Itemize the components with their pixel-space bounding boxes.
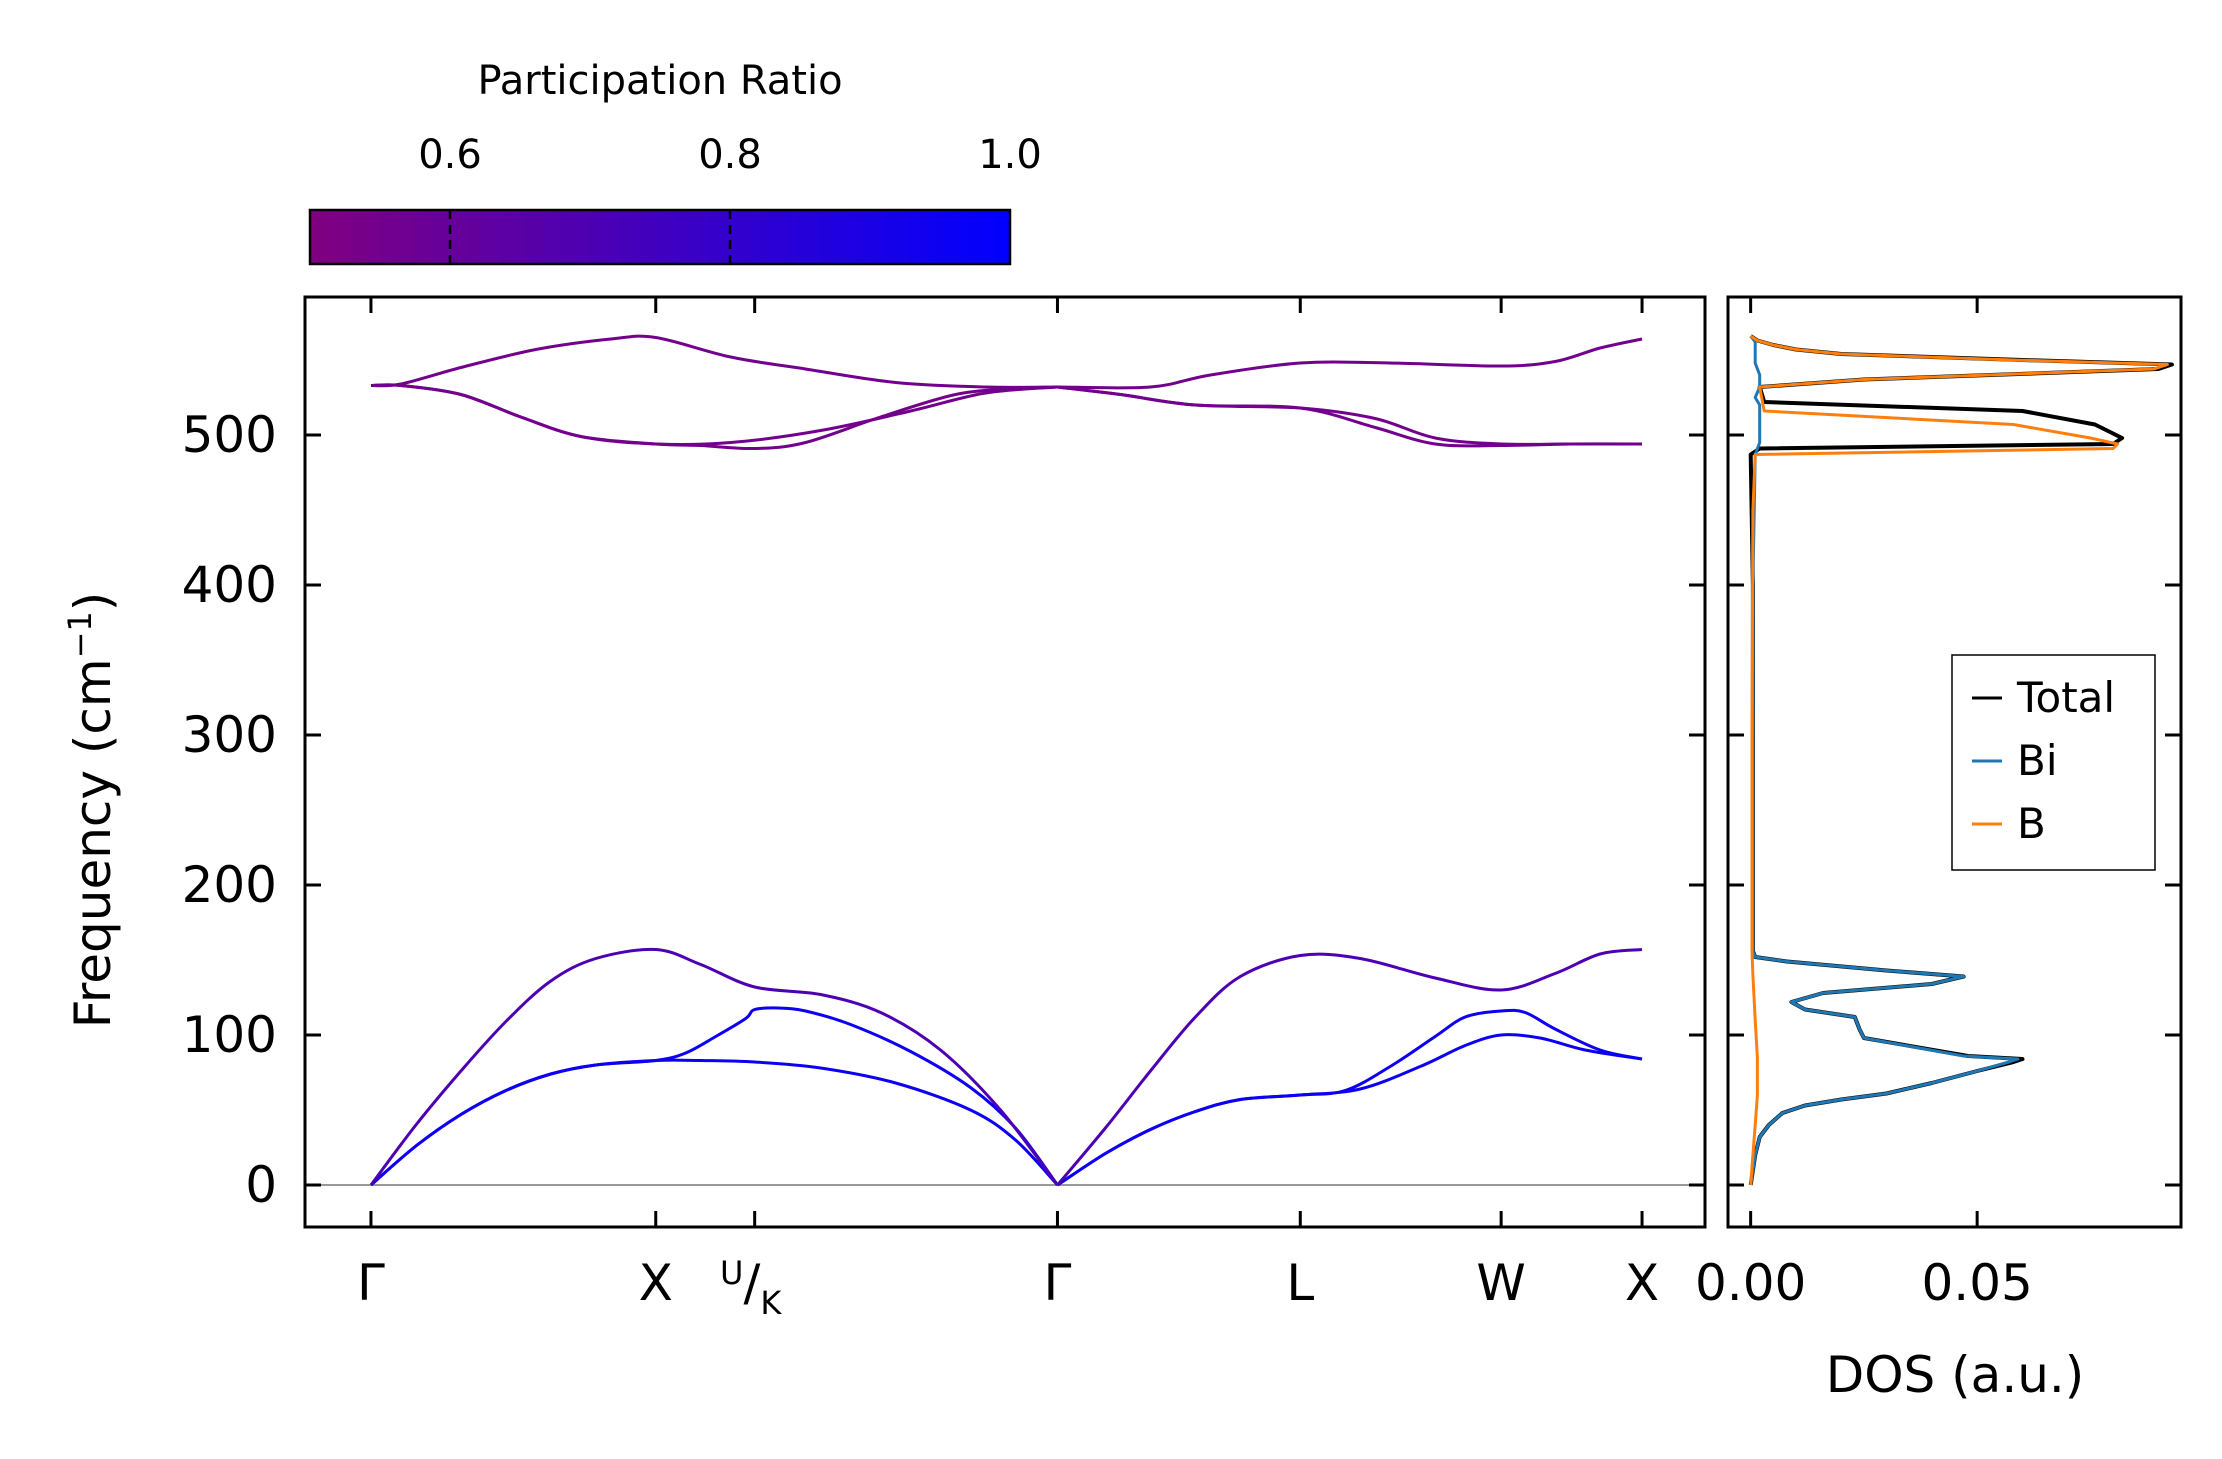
colorbar-title: Participation Ratio (477, 58, 842, 104)
band-ytick-label: 200 (182, 856, 277, 914)
band-optical-6 (1057, 337, 1643, 390)
band-acoustic-4 (1056, 1033, 1643, 1187)
legend-b-label: B (2017, 799, 2046, 848)
band-ytick-label: 500 (182, 406, 277, 464)
band-ylabel: Frequency (cm−1) (61, 592, 122, 1029)
band-lines (305, 334, 1705, 1187)
band-xtick-label: Γ (1044, 1254, 1072, 1312)
legend-total-label: Total (2016, 673, 2115, 722)
band-xtick-label: W (1476, 1254, 1525, 1312)
band-optical-2 (370, 383, 1058, 451)
band-frame (303, 295, 1707, 1229)
band-xtick-label: L (1286, 1254, 1314, 1312)
dos-frame (1726, 295, 2183, 1229)
dos-axes: 0.00 0.05 (1695, 297, 2181, 1312)
band-xtick-label: Γ (357, 1254, 385, 1312)
band-optical-3 (370, 334, 1058, 389)
band-optical-5 (1057, 385, 1643, 448)
band-acoustic-1 (370, 1058, 1059, 1187)
band-xtick-label: X (1625, 1254, 1659, 1312)
dos-xtick-label: 0.05 (1921, 1254, 2032, 1312)
colorbar-tick-label: 0.6 (418, 132, 482, 178)
legend-bi-label: Bi (2017, 736, 2057, 785)
band-ytick-label: 400 (182, 556, 277, 614)
band-xtick-label: X (639, 1254, 673, 1312)
band-ytick-label: 300 (182, 706, 277, 764)
colorbar-gradient (308, 208, 1012, 266)
dos-legend: Total Bi B (1951, 654, 2156, 871)
band-ytick-label: 100 (182, 1006, 277, 1064)
colorbar: Participation Ratio 0.6 0.8 1.0 (308, 58, 1042, 266)
colorbar-tick-label: 0.8 (698, 132, 762, 178)
band-ytick-label: 0 (245, 1156, 277, 1214)
band-acoustic-6 (1056, 948, 1643, 1186)
dos-lines (1748, 334, 2174, 1186)
band-acoustic-2 (370, 1006, 1059, 1187)
dos-panel: 0.00 0.05 DOS (a.u.) Total Bi B (1695, 295, 2183, 1404)
colorbar-ticks: 0.6 0.8 1.0 (418, 132, 1042, 264)
dos-xlabel: DOS (a.u.) (1826, 1346, 2085, 1404)
band-acoustic-5 (1056, 1008, 1643, 1187)
dos-bi (1749, 335, 2020, 1186)
band-axes: 0 100 200 300 400 500 Γ X U/K Γ L W X (182, 297, 1705, 1322)
band-acoustic-3 (369, 947, 1059, 1186)
band-xtick-label: U/K (720, 1254, 782, 1322)
band-structure-panel: Frequency (cm−1) 0 100 200 300 400 500 Γ X U/K Γ L… (61, 295, 1707, 1322)
band-optical-4 (1057, 385, 1642, 446)
dos-xtick-label: 0.00 (1695, 1254, 1806, 1312)
colorbar-tick-label: 1.0 (978, 132, 1042, 178)
dos-b (1749, 334, 2169, 1186)
